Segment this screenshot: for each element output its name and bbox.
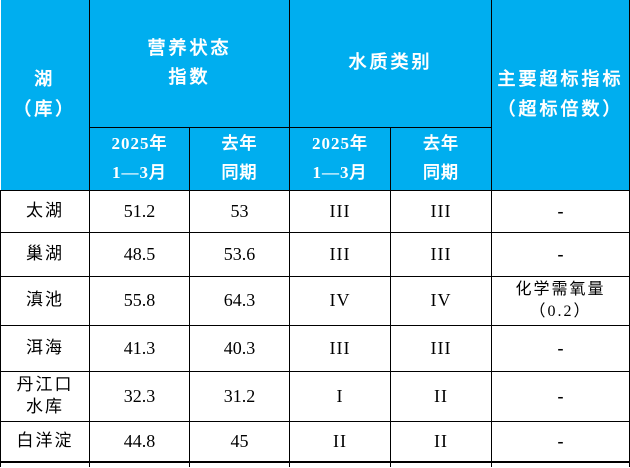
partial-cell	[0, 461, 90, 467]
period-last-line2: 同期	[221, 162, 258, 182]
lake-name-cell: 白洋淀	[0, 420, 90, 463]
nutrition-period-last-header: 去年 同期	[189, 126, 290, 191]
lake-name-cell: 丹江口水库	[0, 370, 90, 422]
table-row: 白洋淀 44.8 45 II II -	[0, 420, 630, 463]
table-row: 滇池 55.8 64.3 IV IV 化学需氧量 （0.2）	[0, 275, 630, 326]
water-quality-group-header: 水质类别	[289, 0, 492, 128]
table-partial-row	[0, 461, 630, 467]
exceed-indicator-cell: -	[491, 231, 630, 277]
table-row: 洱海 41.3 40.3 III III -	[0, 324, 630, 372]
header-row-periods: 2025年 1—3月 去年 同期 2025年 1—3月 去年 同期	[1, 126, 630, 191]
period-current-line1: 2025年	[312, 133, 368, 153]
quality-current-cell: III	[289, 231, 391, 277]
nutrition-current-cell: 41.3	[89, 324, 190, 372]
exceed-indicator-cell: 化学需氧量 （0.2）	[491, 275, 630, 326]
exceed-line1: 化学需氧量	[515, 280, 606, 298]
lake-column-header: 湖 （库）	[0, 0, 90, 191]
lake-header-line2: （库）	[13, 98, 77, 119]
nutrition-last-cell: 53.6	[189, 231, 290, 277]
nutrition-last-cell: 53	[189, 189, 290, 233]
partial-cell	[289, 461, 391, 467]
nutrition-current-cell: 51.2	[89, 189, 190, 233]
nutrition-last-cell: 40.3	[189, 324, 290, 372]
exceed-line2: （0.2）	[529, 302, 592, 320]
nutrition-current-cell: 44.8	[89, 420, 190, 463]
exceed-indicator-cell: -	[491, 324, 630, 372]
quality-period-current-header: 2025年 1—3月	[289, 126, 391, 191]
exceed-indicator-cell: -	[491, 189, 630, 233]
indicator-header-line2: （超标倍数）	[497, 98, 624, 119]
period-current-line2: 1—3月	[112, 162, 167, 182]
nutrition-index-group-header: 营养状态 指数	[89, 0, 290, 128]
table-row: 巢湖 48.5 53.6 III III -	[0, 231, 630, 277]
quality-last-cell: III	[390, 231, 492, 277]
quality-current-cell: I	[289, 370, 391, 422]
partial-cell	[89, 461, 190, 467]
partial-cell	[491, 461, 630, 467]
period-current-line2: 1—3月	[312, 162, 368, 182]
nutrition-header-line1: 营养状态	[147, 37, 232, 58]
indicator-header-line1: 主要超标指标	[497, 69, 624, 90]
exceed-indicator-column-header: 主要超标指标 （超标倍数）	[491, 0, 630, 191]
quality-current-cell: III	[289, 189, 391, 233]
nutrition-period-current-header: 2025年 1—3月	[89, 126, 190, 191]
period-last-line1: 去年	[221, 133, 258, 153]
partial-cell	[189, 461, 290, 467]
nutrition-last-cell: 31.2	[189, 370, 290, 422]
quality-last-cell: III	[390, 324, 492, 372]
period-current-line1: 2025年	[111, 133, 168, 153]
lake-name-cell: 洱海	[0, 324, 90, 372]
lake-name-cell: 太湖	[0, 189, 90, 233]
lake-name-cell: 滇池	[0, 275, 90, 326]
quality-last-cell: III	[390, 189, 492, 233]
header-row-groups: 湖 （库） 营养状态 指数 水质类别 主要超标指标 （超标倍数）	[0, 0, 630, 191]
quality-current-cell: III	[289, 324, 391, 372]
table-row: 丹江口水库 32.3 31.2 I II -	[0, 370, 630, 422]
lake-name-cell: 巢湖	[0, 231, 90, 277]
quality-last-cell: II	[390, 370, 492, 422]
lake-header-line1: 湖	[34, 69, 56, 90]
quality-period-last-header: 去年 同期	[390, 126, 492, 191]
nutrition-current-cell: 55.8	[89, 275, 190, 326]
nutrition-header-line2: 指数	[168, 67, 211, 88]
period-last-line2: 同期	[423, 162, 459, 182]
quality-current-cell: IV	[289, 275, 391, 326]
quality-last-cell: II	[390, 420, 492, 463]
quality-last-cell: IV	[390, 275, 492, 326]
table-row: 太湖 51.2 53 III III -	[0, 189, 630, 233]
partial-cell	[390, 461, 492, 467]
nutrition-last-cell: 45	[189, 420, 290, 463]
exceed-indicator-cell: -	[491, 370, 630, 422]
exceed-indicator-cell: -	[491, 420, 630, 463]
nutrition-current-cell: 32.3	[89, 370, 190, 422]
period-last-line1: 去年	[423, 133, 459, 153]
quality-current-cell: II	[289, 420, 391, 463]
nutrition-current-cell: 48.5	[89, 231, 190, 277]
nutrition-last-cell: 64.3	[189, 275, 290, 326]
quality-header-label: 水质类别	[348, 52, 433, 73]
